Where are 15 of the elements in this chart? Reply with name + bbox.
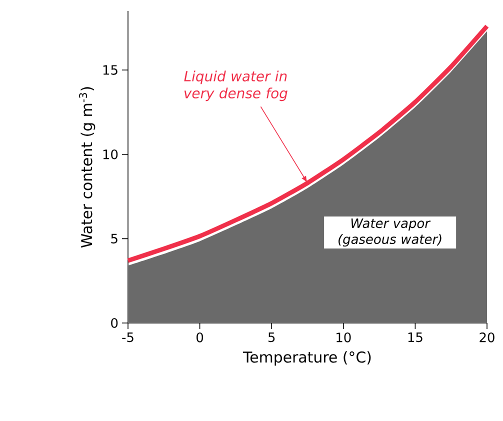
annotation: Water vapor (gaseous water) — [338, 218, 442, 247]
x-tick-label: -5 — [122, 332, 134, 342]
line-series — [126, 24, 490, 263]
y-tick-label: 15 — [103, 65, 118, 75]
x-tick-label: 5 — [268, 332, 275, 342]
annotation: Liquid water in very dense fog — [184, 70, 288, 102]
x-tick-label: 20 — [480, 332, 494, 342]
x-tick-label: 10 — [336, 332, 351, 342]
x-axis-title: Temperature (°C) — [242, 351, 371, 366]
x-tick-label: 15 — [408, 332, 422, 342]
y-tick-label: 5 — [111, 234, 118, 244]
y-tick-label: 10 — [103, 149, 118, 160]
y-tick-label: 0 — [111, 318, 118, 328]
y-axis-title: Water content (g m$^{-3}$) — [79, 87, 96, 248]
x-tick-label: 0 — [196, 332, 204, 342]
